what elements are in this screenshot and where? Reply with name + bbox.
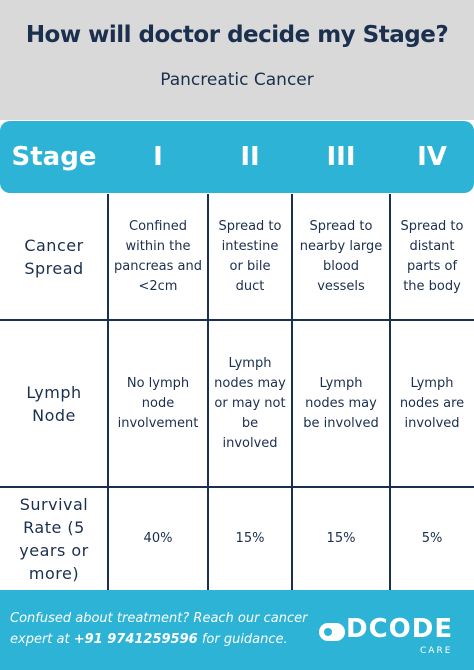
stage-header: I [153,142,163,172]
row-divider [0,319,474,321]
footer-text-part: Confused about treatment? Reach our canc… [10,611,308,647]
logo: DCODE [346,614,454,644]
table-cell: 15% [326,530,356,546]
table-cell: Lymph nodes may or may not be involved [214,355,286,451]
table-cell: Confined within the pancreas and <2cm [114,219,202,294]
footer: Confused about treatment? Reach our canc… [0,590,474,670]
table-cell: 40% [143,530,173,546]
table-cell: Lymph nodes may be involved [303,375,379,431]
stage-header: III [326,142,356,172]
table-cell: Spread to distant parts of the body [400,219,464,294]
logo-sub: CARE [420,646,453,656]
title: How will doctor decide my Stage? [25,22,449,48]
table-cell: Lymph nodes are involved [399,375,465,431]
stage-header: II [240,142,260,172]
subtitle: Pancreatic Cancer [160,70,314,90]
phone: +91 9741259596 [73,632,198,647]
stage-bar [0,121,474,193]
table-cell: 15% [235,530,265,546]
row-label: Lymph Node [26,382,82,425]
column-divider [207,194,209,590]
footer-text-part: for guidance. [197,632,288,647]
table-cell: Spread to intestine or bile duct [218,219,282,294]
row-label: Cancer Spread [24,236,84,278]
stage-label: Stage [11,142,97,172]
column-divider [291,194,293,590]
footer-text: Confused about treatment? Reach our canc… [10,608,310,650]
table: Cancer Spread Confined within the pancrea… [0,194,474,590]
table-cell: No lymph node involvement [117,375,199,431]
header-band [0,0,474,120]
row-divider [0,486,474,488]
column-divider [389,194,391,590]
table-cell: Spread to nearby large blood vessels [299,219,383,294]
stage-header: IV [417,142,447,172]
column-divider [107,194,109,590]
table-cell: 5% [421,530,443,546]
row-label: Survival Rate (5 years or more) [19,494,89,583]
logo-icon [319,623,345,641]
